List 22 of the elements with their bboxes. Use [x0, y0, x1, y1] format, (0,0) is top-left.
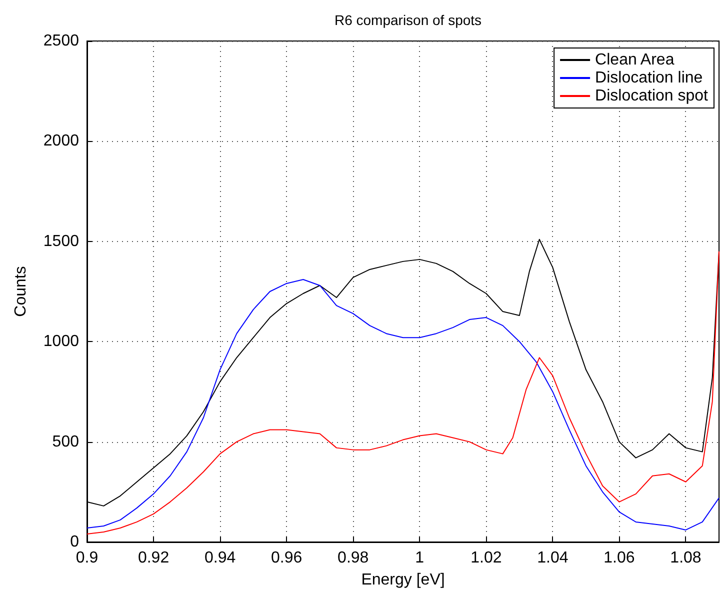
y-tick-label: 1000	[43, 333, 80, 350]
x-tick-label: 0.9	[76, 550, 98, 566]
y-tick-label: 500	[52, 433, 80, 450]
chart-title: R6 comparison of spots	[334, 12, 482, 28]
legend-label: Clean Area	[595, 52, 674, 68]
x-tick-label: 0.92	[138, 550, 170, 566]
y-tick-label: 0	[70, 534, 80, 550]
x-tick-label: 1.06	[604, 550, 635, 566]
x-tick-label: 1.02	[470, 550, 502, 566]
x-axis-title: Energy [eV]	[361, 572, 445, 588]
x-tick-label: 1.08	[670, 550, 702, 566]
y-axis-title: Counts	[12, 266, 30, 317]
x-tick-label: 0.96	[271, 550, 302, 566]
legend-label: Dislocation line	[595, 70, 703, 86]
y-tick-label: 2500	[43, 32, 80, 50]
y-tick-label: 2000	[43, 132, 80, 150]
y-tick-label: 1500	[43, 232, 80, 250]
x-tick-label: 1	[415, 550, 424, 566]
x-tick-label: 0.94	[204, 550, 236, 566]
x-tick-label: 0.98	[338, 550, 369, 566]
legend-label: Dislocation spot	[595, 88, 709, 104]
x-tick-label: 1.04	[537, 550, 568, 566]
